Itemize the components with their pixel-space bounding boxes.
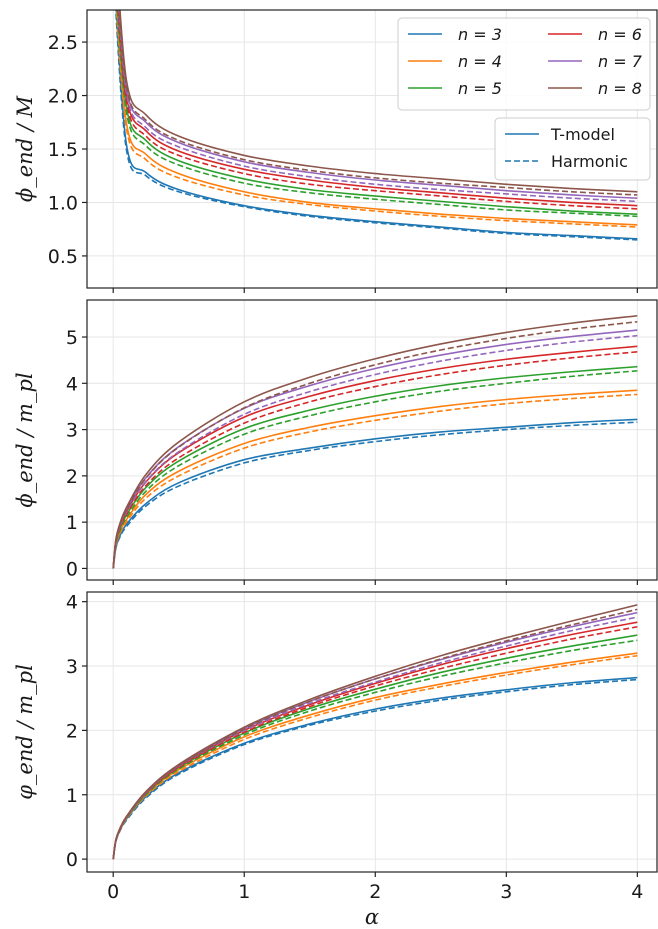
y-tick-label: 2 bbox=[66, 720, 78, 742]
series-line-harmonic-n5 bbox=[116, 10, 638, 218]
series-line-harmonic-n8 bbox=[112, 320, 638, 569]
linestyle-legend: T-model Harmonic bbox=[494, 117, 651, 181]
y-tick-label: 1 bbox=[66, 785, 78, 807]
series-line-harmonic-n8 bbox=[118, 10, 638, 196]
legend-label: n = 7 bbox=[598, 52, 643, 71]
series-line-tmodel-n7 bbox=[118, 10, 638, 199]
series-line-tmodel-n4 bbox=[116, 10, 638, 226]
series-line-tmodel-n8 bbox=[112, 314, 638, 569]
y-tick-label: 1.5 bbox=[48, 139, 78, 161]
x-tick-label: 4 bbox=[631, 881, 643, 903]
y-tick-label: 4 bbox=[66, 592, 78, 614]
x-tick-label: 1 bbox=[238, 881, 250, 903]
series-line-tmodel-n8 bbox=[119, 10, 638, 193]
y-tick-label: 2 bbox=[66, 466, 78, 488]
linestyle-label: T-model bbox=[550, 125, 615, 144]
x-tick-label: 3 bbox=[500, 881, 512, 903]
series-line-harmonic-n6 bbox=[117, 10, 638, 210]
panel-middle: 0 1 2 3 4 5 ϕ_end / m_pl bbox=[13, 299, 658, 585]
series-group-bottom bbox=[112, 604, 638, 860]
linestyle-label: Harmonic bbox=[551, 152, 628, 171]
y-tick-label: 1 bbox=[66, 512, 78, 534]
legend-label: n = 8 bbox=[598, 79, 642, 98]
y-tick-label: 4 bbox=[66, 373, 78, 395]
y-axis-label: ϕ_end / M bbox=[13, 95, 37, 202]
y-tick-label: 2.0 bbox=[48, 86, 78, 108]
legend-label: n = 3 bbox=[458, 25, 502, 44]
series-group-top bbox=[115, 10, 638, 241]
legend-label: n = 5 bbox=[458, 79, 502, 98]
series-line-tmodel-n3 bbox=[112, 418, 638, 569]
y-axis-label: ϕ_end / m_pl bbox=[13, 372, 37, 507]
y-tick-label: 5 bbox=[66, 327, 78, 349]
y-tick-label: 0.5 bbox=[48, 246, 78, 268]
x-tick-label: 2 bbox=[369, 881, 381, 903]
series-legend: n = 3 n = 4 n = 5 n = 6 n = 7 n = 8 bbox=[397, 17, 651, 111]
y-tick-label: 3 bbox=[66, 420, 78, 442]
series-line-harmonic-n4 bbox=[112, 393, 638, 569]
series-line-harmonic-n4 bbox=[115, 10, 638, 228]
series-line-tmodel-n3 bbox=[115, 10, 638, 240]
series-line-harmonic-n5 bbox=[112, 370, 638, 569]
y-tick-label: 1.0 bbox=[48, 192, 78, 214]
y-tick-label: 0 bbox=[66, 849, 78, 871]
series-line-tmodel-n8 bbox=[112, 604, 638, 860]
series-legend-box bbox=[397, 17, 651, 111]
panel-top: 0.5 1.0 1.5 2.0 2.5 ϕ_end / M bbox=[13, 9, 658, 293]
series-line-harmonic-n7 bbox=[117, 10, 638, 203]
series-group-middle bbox=[112, 314, 638, 569]
panel-bottom: 0 1 2 3 4 0 1 2 3 4 φ_end / m_pl α bbox=[13, 591, 658, 929]
y-axis-label: φ_end / m_pl bbox=[13, 664, 37, 800]
x-axis-label: α bbox=[365, 905, 379, 929]
y-tick-label: 3 bbox=[66, 656, 78, 678]
plot-frame bbox=[86, 299, 658, 581]
y-tick-label: 2.5 bbox=[48, 32, 78, 54]
plot-frame bbox=[86, 591, 658, 873]
x-tick-label: 0 bbox=[107, 881, 119, 903]
series-line-tmodel-n5 bbox=[117, 10, 638, 216]
series-line-tmodel-n6 bbox=[117, 10, 638, 207]
legend-label: n = 4 bbox=[458, 52, 502, 71]
legend-label: n = 6 bbox=[598, 25, 642, 44]
y-tick-label: 0 bbox=[66, 558, 78, 580]
